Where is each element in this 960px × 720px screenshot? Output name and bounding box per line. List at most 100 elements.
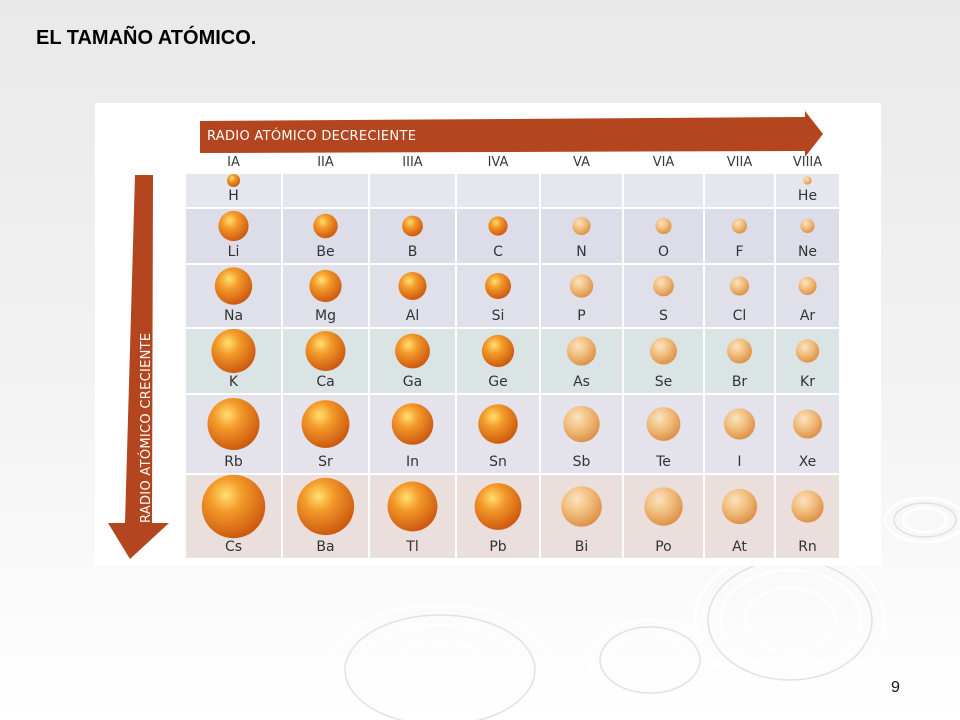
empty-cell — [368, 172, 457, 209]
atom-sb — [563, 405, 600, 443]
element-symbol-kr: Kr — [800, 374, 815, 390]
atom-cs — [201, 474, 266, 539]
slide-title: EL TAMAÑO ATÓMICO. — [36, 27, 257, 49]
element-symbol-s: S — [659, 308, 668, 324]
element-symbol-li: Li — [228, 244, 240, 260]
element-symbol-pb: Pb — [489, 539, 506, 555]
atom-tl — [387, 481, 438, 532]
element-symbol-at: At — [732, 539, 747, 555]
atom-be — [313, 213, 338, 239]
element-symbol-k: K — [229, 374, 239, 390]
empty-cell — [703, 172, 776, 209]
element-symbol-ga: Ga — [403, 374, 422, 390]
atom-k — [211, 328, 256, 374]
vertical-arrow-label: RADIO ATÓMICO CRECIENTE — [138, 333, 154, 523]
element-symbol-ge: Ge — [488, 374, 507, 390]
periodic-grid: H He Li Be B C N O F Ne Na Mg Al Si P S Cl Ar K Ca Ga Ge As Se B… — [184, 172, 841, 560]
atomic-radius-svg: RADIO ATÓMICO DECRECIENTE RADIO ATÓMICO … — [108, 111, 841, 560]
element-symbol-bi: Bi — [575, 539, 589, 555]
atomic-radius-figure: RADIO ATÓMICO DECRECIENTE RADIO ATÓMICO … — [95, 103, 881, 566]
element-symbol-ne: Ne — [798, 244, 817, 260]
vertical-arrow-shape — [108, 175, 169, 559]
element-symbol-ba: Ba — [316, 539, 334, 555]
atom-kr — [795, 339, 820, 363]
element-symbol-in: In — [406, 454, 419, 470]
atom-at — [721, 488, 758, 525]
empty-cell — [622, 172, 705, 209]
group-header-ia: IA — [227, 155, 240, 170]
element-symbol-cl: Cl — [733, 308, 747, 324]
element-symbol-sb: Sb — [573, 454, 591, 470]
group-header-via: VIA — [653, 155, 675, 170]
element-symbol-cs: Cs — [225, 539, 242, 555]
element-symbol-si: Si — [492, 308, 505, 324]
atom-li — [218, 210, 249, 242]
element-symbol-ar: Ar — [800, 308, 816, 324]
element-symbol-b: B — [408, 244, 418, 260]
element-symbol-al: Al — [406, 308, 419, 324]
element-symbol-sn: Sn — [489, 454, 507, 470]
atom-c — [488, 216, 508, 236]
atom-xe — [792, 409, 823, 439]
atom-h — [227, 174, 240, 187]
atom-o — [655, 217, 672, 235]
element-symbol-ca: Ca — [316, 374, 334, 390]
group-header-iiia: IIIA — [402, 155, 423, 170]
element-symbol-br: Br — [732, 374, 748, 390]
element-symbol-rb: Rb — [224, 454, 243, 470]
element-symbol-tl: Tl — [405, 539, 418, 555]
atom-se — [649, 337, 678, 365]
element-symbol-na: Na — [224, 308, 243, 324]
group-header-viiia: VIIIA — [793, 155, 822, 170]
horizontal-arrow-label: RADIO ATÓMICO DECRECIENTE — [207, 128, 416, 144]
element-symbol-rn: Rn — [798, 539, 817, 555]
atom-si — [485, 273, 511, 299]
cell-c — [455, 207, 541, 265]
atom-bi — [561, 486, 602, 527]
element-symbol-n: N — [576, 244, 586, 260]
atom-sr — [301, 400, 350, 448]
atom-b — [402, 215, 423, 237]
element-symbol-be: Be — [316, 244, 334, 260]
group-header-iva: IVA — [488, 155, 509, 170]
atom-ge — [481, 334, 515, 368]
group-header-iia: IIA — [317, 155, 334, 170]
element-symbol-te: Te — [655, 454, 671, 470]
atom-al — [398, 271, 427, 301]
atom-cl — [729, 276, 750, 296]
element-symbol-as: As — [573, 374, 590, 390]
group-header-viia: VIIA — [727, 155, 753, 170]
atom-i — [723, 408, 756, 440]
atom-br — [727, 338, 752, 364]
atom-s — [653, 275, 674, 297]
cell-ne — [774, 207, 841, 265]
element-symbol-se: Se — [655, 374, 673, 390]
page-number: 9 — [891, 679, 900, 696]
atom-ar — [798, 276, 817, 296]
element-symbol-i: I — [737, 454, 741, 470]
empty-cell — [455, 172, 541, 209]
element-symbol-he: He — [798, 188, 817, 204]
atom-ca — [305, 330, 346, 372]
atom-sn — [478, 404, 518, 444]
atom-ne — [800, 218, 815, 234]
atom-ga — [395, 333, 430, 369]
atom-na — [214, 267, 253, 305]
atom-te — [646, 407, 681, 441]
element-symbol-h: H — [228, 188, 239, 204]
atom-f — [731, 218, 748, 234]
element-symbol-mg: Mg — [315, 308, 336, 324]
empty-cell — [281, 172, 370, 209]
atom-in — [391, 403, 434, 445]
atom-n — [572, 216, 591, 236]
horizontal-arrow-shape — [200, 111, 823, 157]
cell-o — [622, 207, 705, 265]
element-symbol-f: F — [735, 244, 743, 260]
vertical-arrow: RADIO ATÓMICO CRECIENTE — [108, 175, 169, 559]
element-symbol-c: C — [493, 244, 503, 260]
atom-ba — [296, 477, 355, 536]
element-symbol-po: Po — [655, 539, 672, 555]
horizontal-arrow: RADIO ATÓMICO DECRECIENTE — [200, 111, 823, 157]
atom-rb — [207, 398, 260, 450]
